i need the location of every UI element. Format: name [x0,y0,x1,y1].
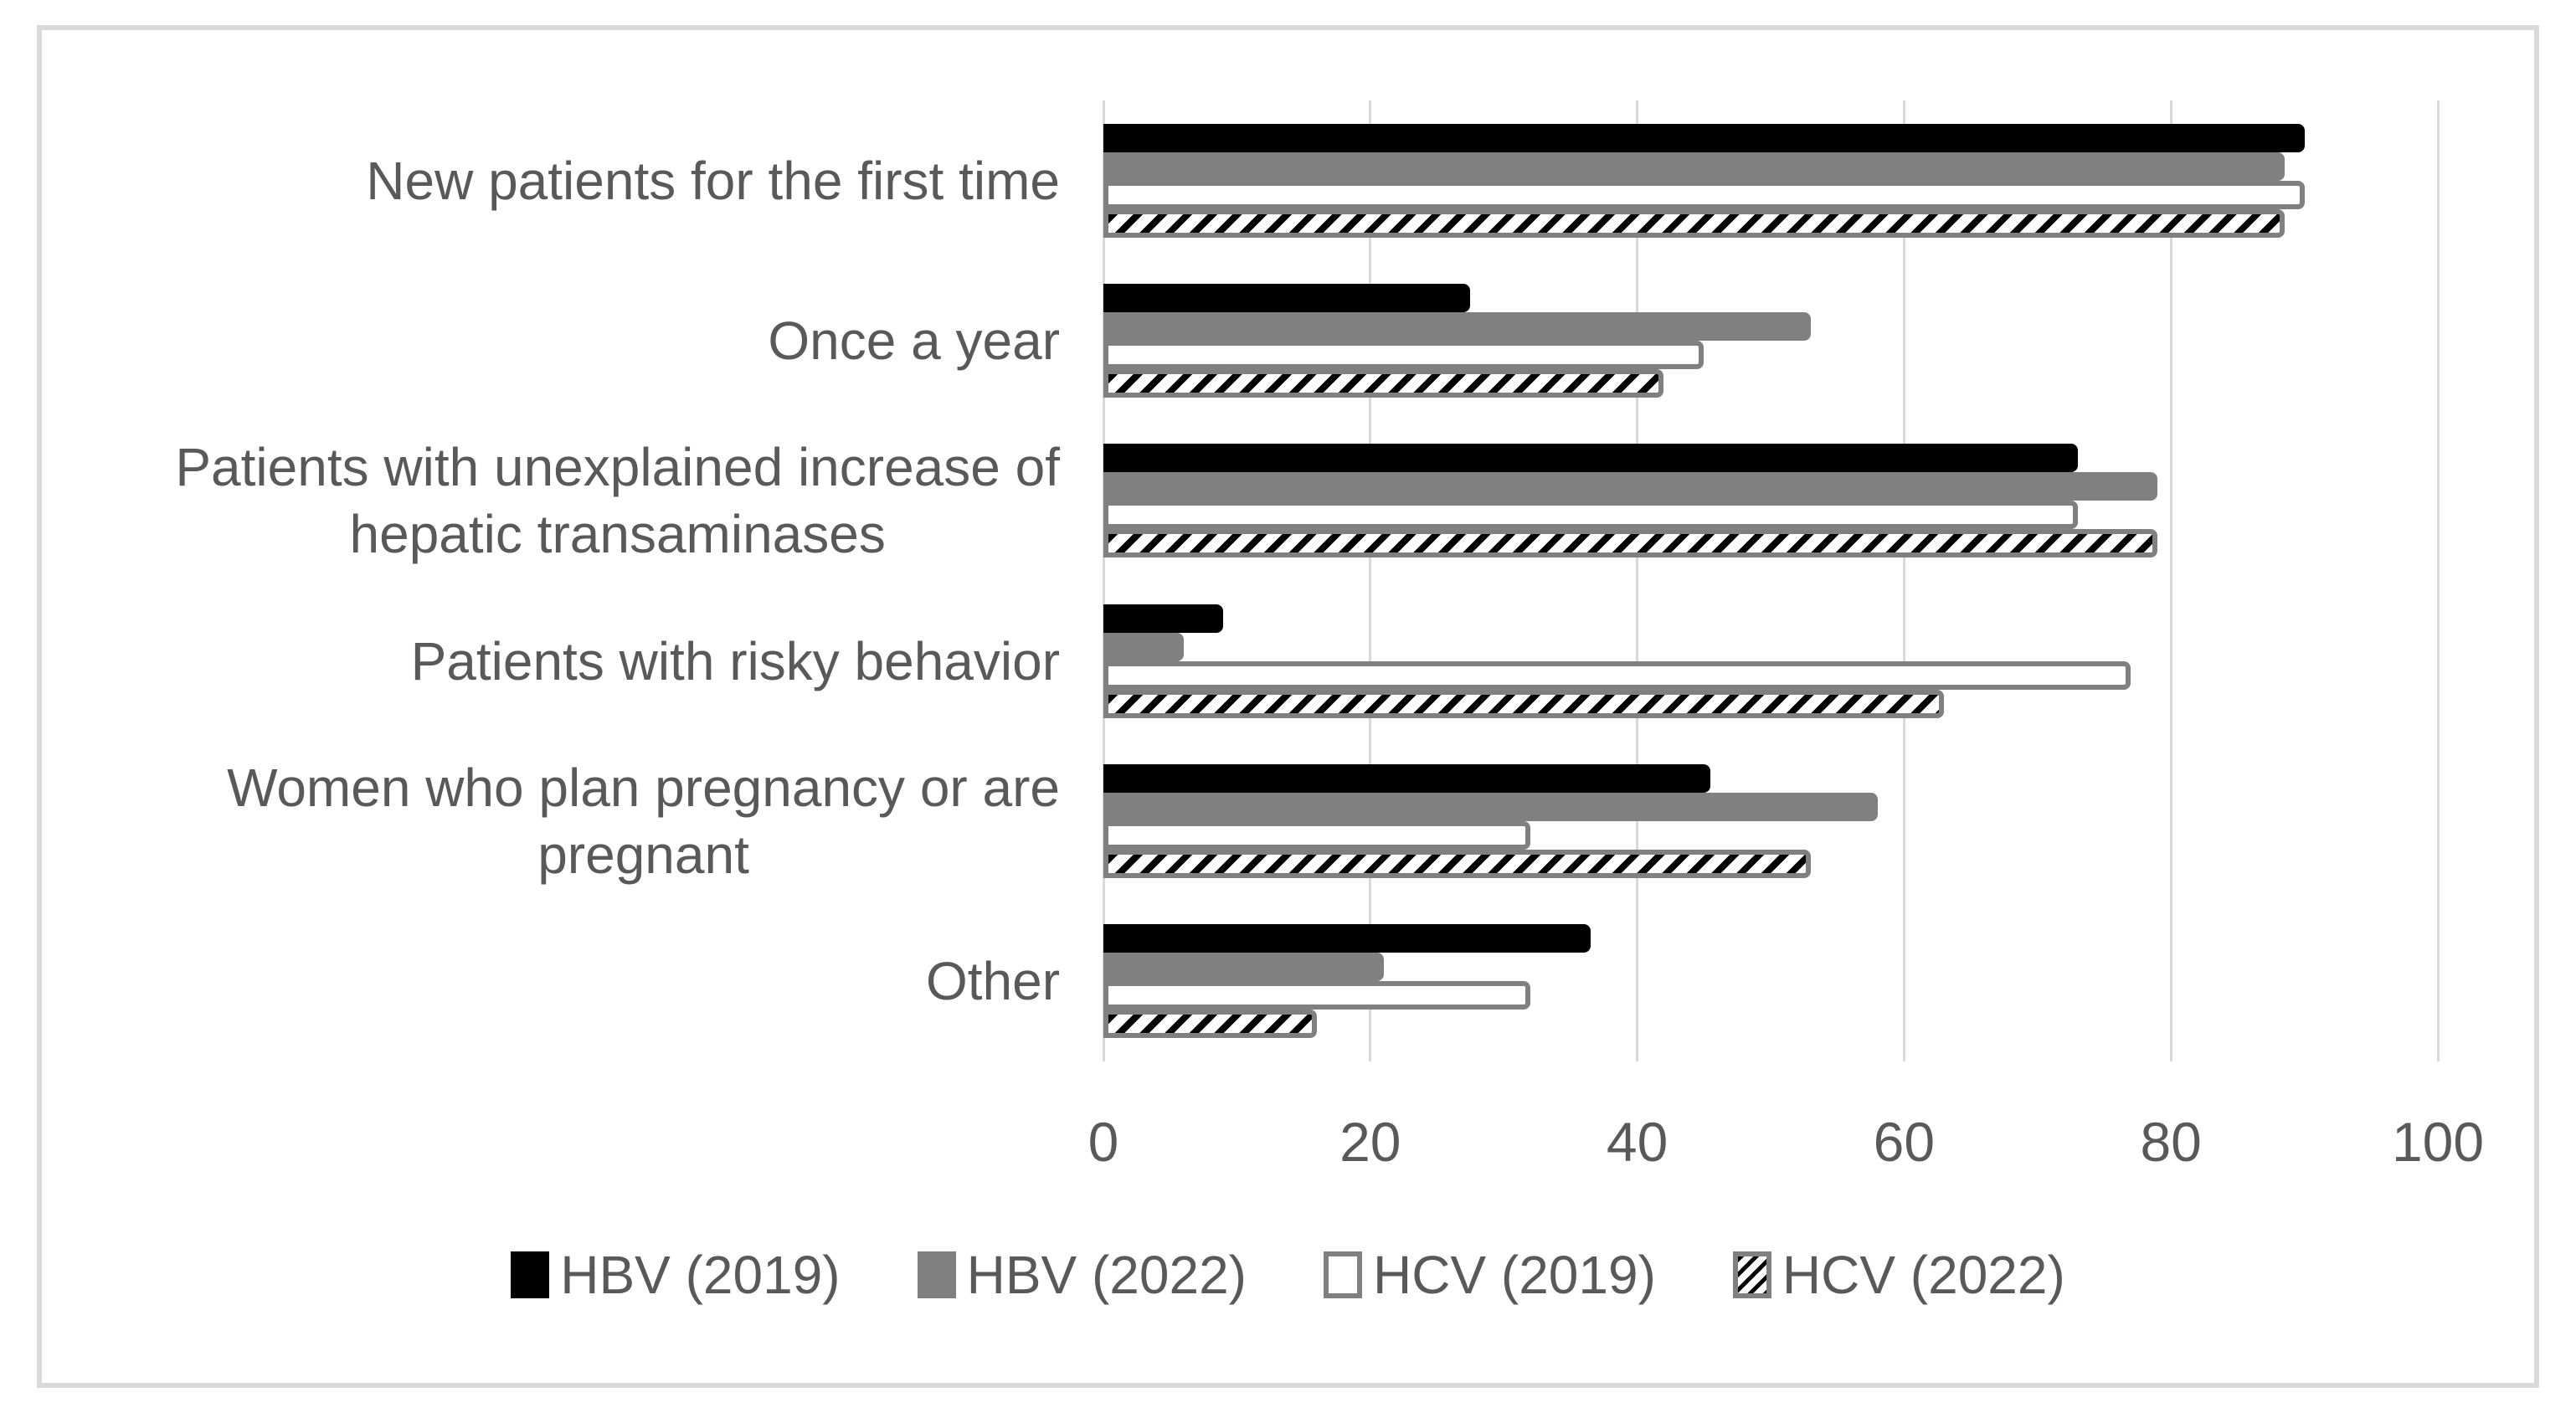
category-label-3: Patients with risky behavior [0,628,1060,695]
bar-hbv-2022-cat-1 [1103,312,1811,341]
category-label-text: Other [925,951,1060,1012]
legend-swatch-icon [511,1251,550,1298]
bar-hcv-2019-cat-1 [1103,341,1704,369]
bar-hbv-2019-cat-1 [1103,284,1471,312]
x-tick-label-100: 100 [2391,1111,2485,1173]
gridline-x-40 [1636,100,1639,1061]
bar-hbv-2019-cat-0 [1103,123,2305,152]
category-label-5: Other [0,948,1060,1015]
legend-label: HCV (2019) [1372,1245,1656,1305]
legend-swatch-icon [917,1251,956,1298]
bar-hcv-2019-cat-4 [1103,821,1531,850]
category-label-4: Women who plan pregnancy or are pregnant [0,754,1060,888]
category-label-1: Once a year [0,307,1060,374]
gridline-x-20 [1369,100,1372,1061]
legend-item-hcv-2022: HCV (2022) [1732,1244,2065,1306]
bar-hcv-2022-cat-2 [1103,529,2158,558]
bar-hcv-2019-cat-0 [1103,180,2305,209]
bar-hcv-2022-cat-4 [1103,850,1811,878]
bar-hcv-2019-cat-3 [1103,660,2131,690]
bar-hcv-2022-cat-5 [1103,1010,1318,1039]
bar-hbv-2019-cat-4 [1103,764,1711,793]
legend-item-hbv-2022: HBV (2022) [917,1244,1247,1306]
bar-hbv-2022-cat-0 [1103,152,2285,181]
x-tick-label-20: 20 [1339,1111,1401,1173]
x-tick-label-0: 0 [1087,1111,1119,1173]
x-tick-label-40: 40 [1606,1111,1668,1173]
legend-swatch-icon [1323,1251,1362,1298]
bar-hbv-2019-cat-3 [1103,604,1224,633]
category-label-text: Once a year [768,311,1060,371]
legend: HBV (2019) HBV (2022) HCV (2019) HCV (2022) [0,1244,2576,1306]
bar-hbv-2022-cat-4 [1103,793,1878,821]
gridline-x-80 [2169,100,2172,1061]
category-label-text: Women who plan pregnancy or are pregnant [227,758,1060,885]
legend-label: HBV (2019) [560,1245,841,1305]
legend-item-hcv-2019: HCV (2019) [1323,1244,1656,1306]
category-label-text: Patients with risky behavior [410,630,1060,691]
x-tick-label-60: 60 [1873,1111,1936,1173]
bar-hcv-2022-cat-0 [1103,208,2285,238]
bar-hcv-2019-cat-5 [1103,981,1531,1010]
legend-label: HBV (2022) [966,1245,1247,1305]
bar-hcv-2022-cat-3 [1103,689,1945,718]
legend-swatch-icon [1732,1251,1771,1298]
bar-hbv-2022-cat-5 [1103,953,1384,982]
bar-hcv-2022-cat-1 [1103,369,1664,398]
category-label-text: New patients for the first time [366,150,1060,211]
category-label-text: Patients with unexplained increase of hep… [175,437,1060,565]
gridline-x-0 [1102,100,1105,1061]
bar-hbv-2019-cat-5 [1103,924,1591,953]
legend-label: HCV (2022) [1782,1245,2065,1305]
category-label-2: Patients with unexplained increase of hep… [0,434,1060,568]
gridline-x-100 [2436,100,2440,1061]
legend-item-hbv-2019: HBV (2019) [511,1244,841,1306]
x-tick-label-80: 80 [2140,1111,2202,1173]
gridline-x-60 [1902,100,1905,1061]
category-label-0: New patients for the first time [0,147,1060,214]
bar-hcv-2019-cat-2 [1103,501,2078,530]
bar-hbv-2022-cat-2 [1103,472,2158,501]
bar-hbv-2022-cat-3 [1103,632,1184,661]
bar-hbv-2019-cat-2 [1103,444,2078,473]
